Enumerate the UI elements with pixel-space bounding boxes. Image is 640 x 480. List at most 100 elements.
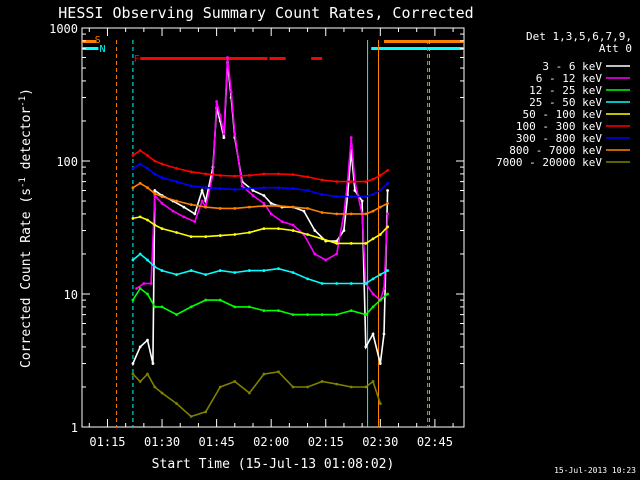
- data-point: [320, 237, 324, 241]
- data-point: [335, 180, 339, 184]
- data-point: [364, 195, 368, 198]
- legend-title-line1: Det 1,3,5,6,7,9,: [526, 30, 632, 43]
- data-point: [153, 159, 157, 163]
- data-point: [189, 184, 193, 188]
- data-point: [218, 298, 222, 302]
- data-point: [160, 305, 164, 309]
- data-point: [233, 233, 237, 236]
- data-point: [160, 162, 164, 166]
- x-tick-label: 01:45: [199, 435, 235, 449]
- data-point: [160, 391, 164, 395]
- data-point: [233, 271, 237, 274]
- data-point: [175, 231, 178, 234]
- series-line: [132, 216, 389, 245]
- data-point: [335, 252, 339, 256]
- data-point: [291, 173, 295, 177]
- data-point: [378, 362, 382, 365]
- data-point: [349, 180, 353, 184]
- y-tick-label: 10: [64, 288, 78, 302]
- data-point: [189, 170, 193, 174]
- data-point: [320, 193, 324, 196]
- data-point: [378, 189, 382, 192]
- data-point: [386, 225, 389, 229]
- data-point: [378, 205, 382, 209]
- data-point: [371, 193, 375, 196]
- data-point: [291, 385, 295, 389]
- data-point: [378, 233, 382, 236]
- data-point: [204, 205, 208, 209]
- data-point: [320, 282, 324, 285]
- data-point: [218, 114, 222, 117]
- data-point: [218, 173, 222, 177]
- data-point: [233, 305, 237, 309]
- data-point: [353, 189, 357, 192]
- y-tick-label: 1000: [49, 22, 78, 36]
- data-point: [349, 195, 353, 198]
- data-point: [364, 180, 368, 184]
- x-tick-label: 02:00: [253, 435, 289, 449]
- data-point: [131, 258, 135, 262]
- data-point: [193, 212, 197, 216]
- data-point: [378, 173, 382, 177]
- data-point: [277, 227, 280, 231]
- data-point: [335, 239, 339, 243]
- data-point: [313, 252, 317, 256]
- data-point: [138, 287, 142, 290]
- data-point: [262, 204, 266, 208]
- data-point: [218, 207, 222, 210]
- data-point: [277, 186, 280, 190]
- data-point: [382, 332, 386, 336]
- data-point: [233, 380, 237, 383]
- data-point: [233, 132, 237, 136]
- data-point: [306, 189, 309, 192]
- data-point: [306, 277, 309, 281]
- legend-entry-label: 25 - 50 keV: [529, 96, 602, 109]
- flag-bar-f: [269, 57, 286, 60]
- data-point: [335, 282, 339, 285]
- data-point: [233, 174, 237, 178]
- data-point: [371, 292, 375, 296]
- data-point: [189, 269, 193, 272]
- data-point: [386, 212, 389, 216]
- data-point: [360, 199, 364, 203]
- data-point: [189, 305, 193, 309]
- data-point: [218, 234, 222, 237]
- data-point: [146, 186, 149, 190]
- data-point: [335, 313, 339, 317]
- series-line: [132, 149, 389, 183]
- flag-label-s: S: [95, 35, 101, 46]
- data-point: [364, 242, 368, 245]
- data-point: [313, 229, 317, 232]
- data-point: [138, 345, 142, 349]
- data-point: [182, 205, 186, 209]
- data-point: [335, 212, 339, 216]
- data-point: [215, 100, 219, 103]
- data-point: [146, 338, 149, 342]
- x-tick-label: 02:15: [308, 435, 344, 449]
- data-point: [320, 178, 324, 182]
- legend-entry-label: 300 - 800 keV: [516, 132, 602, 145]
- data-point: [371, 237, 375, 241]
- data-point: [175, 273, 178, 276]
- data-point: [153, 194, 157, 197]
- data-point: [320, 211, 324, 214]
- data-point: [378, 298, 382, 302]
- y-axis-label-part1: Corrected Count Rate (s: [19, 188, 34, 368]
- plot-frame: [81, 27, 465, 428]
- flag-bar-n: [371, 47, 464, 50]
- data-point: [138, 252, 142, 256]
- data-point: [291, 271, 295, 274]
- data-point: [204, 172, 208, 176]
- data-point: [146, 372, 149, 376]
- data-point: [349, 212, 353, 216]
- data-point: [153, 172, 157, 176]
- series-line: [132, 62, 389, 364]
- data-point: [204, 186, 208, 190]
- data-point: [149, 282, 153, 285]
- data-point: [386, 201, 389, 205]
- data-point: [262, 372, 266, 376]
- data-point: [342, 229, 346, 232]
- data-point: [378, 402, 382, 405]
- data-point: [262, 201, 266, 205]
- data-point: [160, 227, 164, 231]
